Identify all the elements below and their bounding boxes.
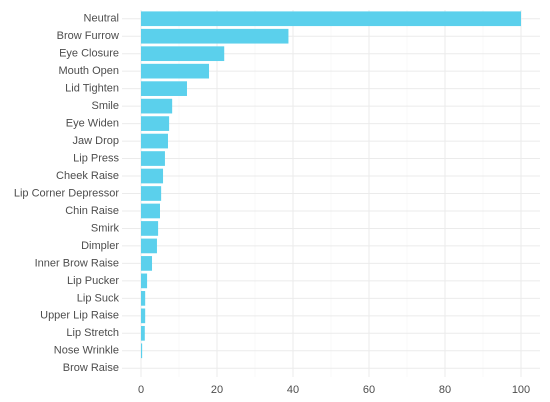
bar [141,133,168,149]
bar [141,343,143,359]
bar [141,273,148,289]
y-tick-label: Lip Press [73,152,119,164]
bar [141,256,153,271]
y-tick-label: Brow Raise [63,362,119,374]
y-tick-label: Chin Raise [65,205,119,217]
y-tick-label: Eye Closure [59,48,119,60]
y-tick-label: Mouth Open [58,65,119,77]
y-tick-label: Neutral [84,13,119,25]
bar [141,11,521,27]
bar [141,46,225,62]
bar [141,203,160,219]
bar [141,238,157,254]
bar [141,81,187,96]
y-tick-label: Lip Stretch [66,327,119,339]
bar [141,98,173,114]
y-tick-label: Lip Suck [77,292,120,304]
y-tick-label: Dimpler [81,240,119,252]
y-tick-label: Lip Pucker [67,275,119,287]
x-tick-label: 100 [512,384,530,396]
x-tick-label: 20 [211,384,223,396]
bar [141,308,146,324]
x-tick-label: 0 [138,384,144,396]
bar [141,28,289,44]
y-tick-label: Cheek Raise [56,170,119,182]
bar [141,291,146,306]
x-tick-label: 40 [287,384,299,396]
bar [141,116,170,131]
y-tick-label: Lid Tighten [65,83,119,95]
x-tick-label: 80 [439,384,451,396]
y-tick-label: Upper Lip Raise [40,310,119,322]
x-tick-label: 60 [363,384,375,396]
y-tick-label: Inner Brow Raise [35,257,119,269]
bar [141,186,162,201]
bar [141,168,164,184]
y-tick-label: Jaw Drop [73,135,119,147]
y-tick-label: Smirk [91,222,120,234]
y-tick-label: Nose Wrinkle [54,345,119,357]
y-tick-label: Lip Corner Depressor [14,187,119,199]
bar [141,325,145,341]
y-tick-label: Smile [91,100,119,112]
y-tick-label: Brow Furrow [57,30,119,42]
bar [141,151,165,166]
bar [141,63,210,79]
y-tick-label: Eye Widen [66,118,119,130]
bar [141,221,159,236]
